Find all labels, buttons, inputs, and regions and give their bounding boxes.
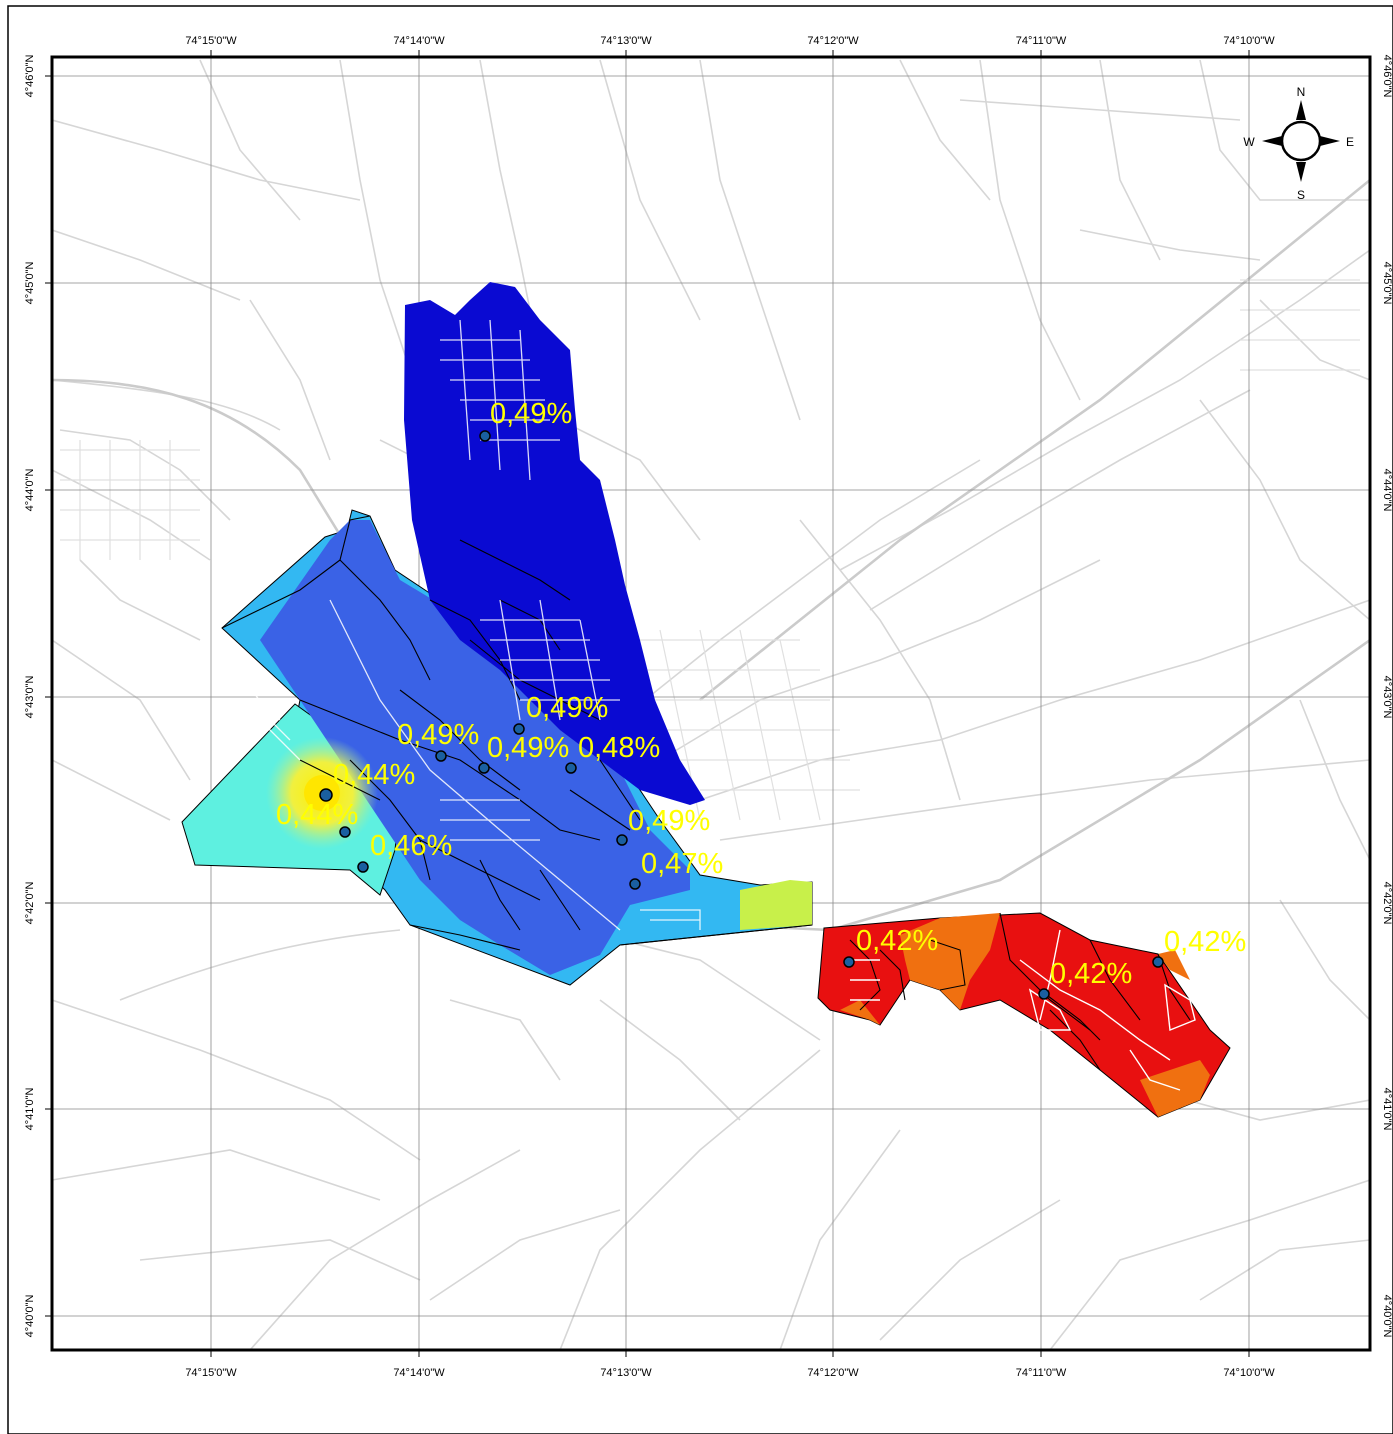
sample-label: 0,42%: [856, 925, 938, 957]
lon-label: 74°11'0"W: [1016, 1367, 1067, 1379]
sample-point: [565, 762, 577, 774]
map-frame: [50, 55, 1372, 1352]
lon-label: 74°12'0"W: [807, 1367, 859, 1379]
eastern-internal-streets: [850, 929, 1196, 1091]
lat-label: 4°42'0"N: [24, 882, 36, 925]
zone-mid-blue: [260, 520, 690, 975]
sample-point: [616, 834, 628, 846]
sample-point: [1152, 956, 1164, 968]
western-parcels: [221, 515, 813, 951]
sample-label: 0,49%: [487, 732, 569, 764]
lon-labels-top: 74°15'0"W 74°14'0"W 74°13'0"W 74°12'0"W …: [185, 35, 1275, 47]
lon-label: 74°10'0"W: [1223, 35, 1275, 47]
sample-label: 0,42%: [1164, 926, 1246, 958]
western-internal-streets: [239, 319, 701, 931]
urban-grid: [60, 279, 1360, 821]
sample-point: [339, 826, 351, 838]
eastern-parcels: [849, 912, 1191, 1071]
lon-labels-bottom: 74°15'0"W 74°14'0"W 74°13'0"W 74°12'0"W …: [185, 1367, 1275, 1379]
lon-label: 74°15'0"W: [185, 1367, 237, 1379]
sample-label: 0,44%: [333, 759, 415, 791]
lat-label: 4°44'0"N: [1381, 469, 1393, 512]
compass-north: N: [1297, 85, 1306, 99]
sample-label: 0,49%: [397, 719, 479, 751]
lat-label: 4°43'0"N: [24, 676, 36, 719]
compass-south: S: [1297, 188, 1305, 202]
lat-label: 4°41'0"N: [1381, 1088, 1393, 1131]
lat-label: 4°40'0"N: [1381, 1295, 1393, 1338]
lon-label: 74°10'0"W: [1223, 1367, 1275, 1379]
frame-ticks: [45, 50, 1250, 1357]
lon-label: 74°14'0"W: [393, 1367, 445, 1379]
western-zone: [181, 282, 813, 986]
sample-label: 0,49%: [490, 398, 572, 430]
lon-label: 74°13'0"W: [600, 35, 652, 47]
sample-label: 0,44%: [276, 799, 358, 831]
sample-label: 0,48%: [578, 732, 660, 764]
lon-label: 74°13'0"W: [600, 1367, 652, 1379]
zone-yellow-green: [740, 880, 812, 930]
sample-point: [357, 861, 369, 873]
sample-point: [478, 762, 490, 774]
lat-label: 4°45'0"N: [1381, 262, 1393, 305]
lon-label: 74°11'0"W: [1016, 35, 1067, 47]
lat-label: 4°41'0"N: [24, 1088, 36, 1131]
sample-label: 0,47%: [641, 848, 723, 880]
lon-label: 74°14'0"W: [393, 35, 445, 47]
sample-point: [435, 750, 447, 762]
lat-label: 4°40'0"N: [24, 1295, 36, 1338]
lat-label: 4°43'0"N: [1381, 676, 1393, 719]
sample-labels: 0,49% 0,49% 0,49% 0,48% 0,49% 0,44% 0,44…: [276, 398, 1246, 990]
sample-point: [513, 723, 525, 735]
zone-orange-west: [900, 913, 1000, 1010]
compass-west: W: [1243, 135, 1255, 149]
sample-point: [479, 430, 491, 442]
lon-label: 74°12'0"W: [807, 35, 859, 47]
lat-label: 4°46'0"N: [24, 55, 36, 98]
lat-labels-left: 4°46'0"N 4°45'0"N 4°44'0"N 4°43'0"N 4°42…: [24, 55, 36, 1338]
zone-deep-blue: [404, 282, 705, 805]
sample-point: [1038, 988, 1050, 1000]
lat-label: 4°46'0"N: [1381, 55, 1393, 98]
sample-point: [629, 878, 641, 890]
compass-east: E: [1346, 135, 1354, 149]
lon-label: 74°15'0"W: [185, 35, 237, 47]
sample-point: [843, 956, 855, 968]
lat-label: 4°42'0"N: [1381, 882, 1393, 925]
lat-labels-right: 4°46'0"N 4°45'0"N 4°44'0"N 4°43'0"N 4°42…: [1381, 55, 1393, 1338]
lat-label: 4°44'0"N: [24, 469, 36, 512]
north-arrow: N S W E: [1243, 85, 1354, 202]
sample-points: [319, 430, 1164, 1000]
sample-label: 0,42%: [1050, 958, 1132, 990]
page-border: [7, 5, 1393, 1434]
sample-point: [319, 788, 333, 802]
zone-orange-north: [1158, 950, 1190, 980]
sample-label: 0,49%: [526, 692, 608, 724]
sample-label: 0,46%: [370, 830, 452, 862]
sample-label: 0,49%: [628, 805, 710, 837]
lat-label: 4°45'0"N: [24, 262, 36, 305]
